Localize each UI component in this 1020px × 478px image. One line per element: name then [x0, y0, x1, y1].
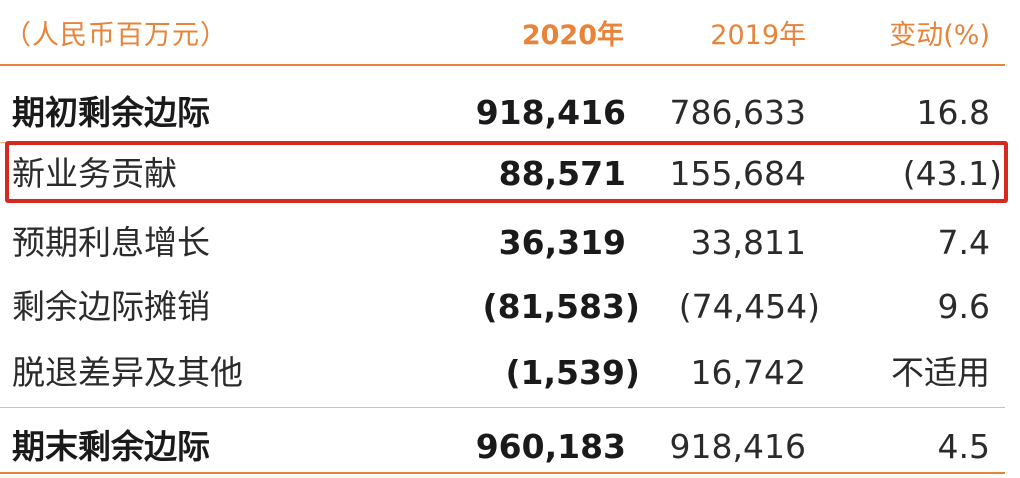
- unit-header: （人民币百万元）: [4, 20, 228, 51]
- row-label: 期末剩余边际: [12, 427, 210, 466]
- value-2020: (1,539): [505, 353, 640, 392]
- value-change: 7.4: [937, 223, 990, 262]
- value-2020: 960,183: [475, 427, 626, 466]
- value-2019: (74,454): [678, 287, 820, 326]
- row-rule: [0, 407, 1005, 408]
- value-2019: 33,811: [690, 223, 806, 262]
- highlight-box: [5, 141, 1008, 203]
- column-header-2019: 2019年: [710, 20, 806, 51]
- row-label: 新业务贡献: [12, 154, 177, 193]
- bottom-rule: [0, 472, 1005, 474]
- value-change: 不适用: [891, 353, 990, 392]
- value-2019: 16,742: [690, 353, 806, 392]
- value-2020: 918,416: [475, 93, 626, 132]
- value-2020: 88,571: [498, 154, 626, 193]
- value-change: 16.8: [916, 93, 990, 132]
- value-change: 4.5: [937, 427, 990, 466]
- header-rule: [0, 64, 1005, 66]
- value-change: 9.6: [937, 287, 990, 326]
- value-2019: 155,684: [669, 154, 806, 193]
- column-header-2020: 2020年: [521, 20, 624, 51]
- value-2019: 786,633: [669, 93, 806, 132]
- row-label: 剩余边际摊销: [12, 287, 210, 326]
- value-2020: 36,319: [498, 223, 626, 262]
- row-label: 脱退差异及其他: [12, 353, 243, 392]
- value-2019: 918,416: [669, 427, 806, 466]
- value-2020: (81,583): [482, 287, 640, 326]
- column-header-change: 变动(%): [889, 20, 990, 51]
- row-label: 预期利息增长: [12, 223, 210, 262]
- row-label: 期初剩余边际: [12, 93, 210, 132]
- value-change: (43.1): [902, 154, 1002, 193]
